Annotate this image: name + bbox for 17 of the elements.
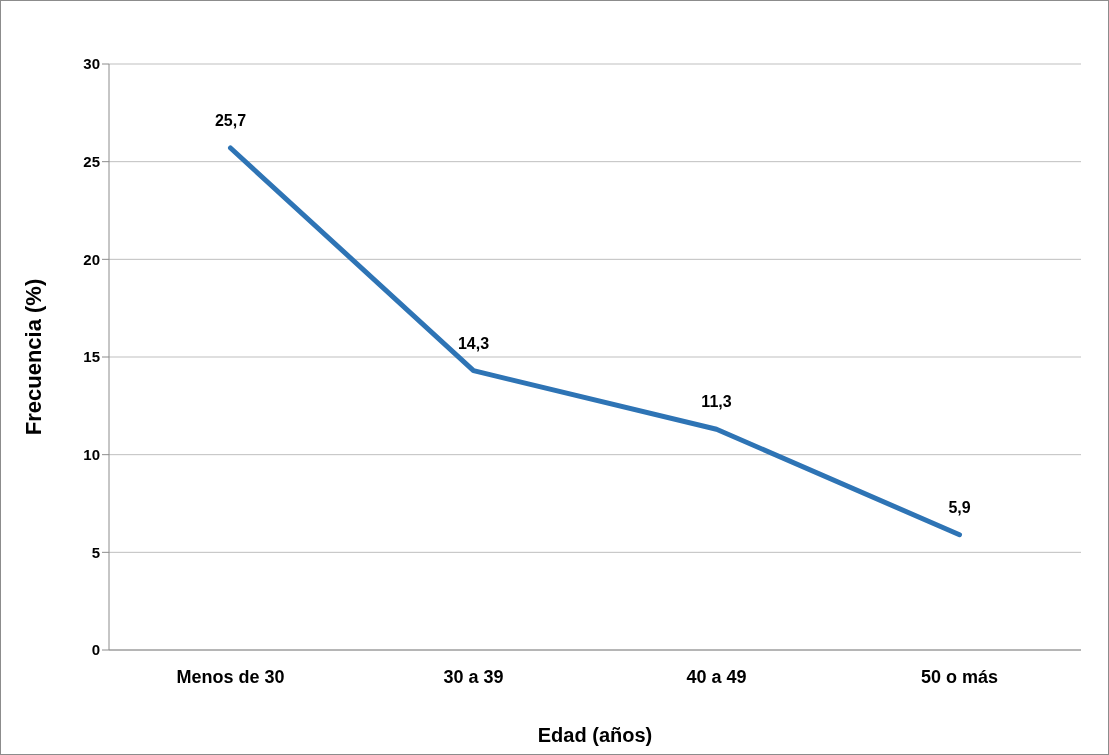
- y-tick-label: 5: [91, 543, 100, 561]
- data-label: 11,3: [701, 393, 732, 411]
- y-tick-label: 25: [83, 152, 100, 170]
- data-label: 25,7: [214, 111, 247, 129]
- x-tick-label: 50 o más: [920, 666, 999, 687]
- x-tick-label: 30 a 39: [443, 666, 504, 687]
- x-axis-title: Edad (años): [537, 724, 653, 746]
- data-label: 14,3: [457, 334, 490, 352]
- y-tick-label: 10: [83, 445, 100, 463]
- y-tick-label: 15: [83, 348, 100, 366]
- y-tick-label: 0: [91, 641, 100, 659]
- y-tick-label: 30: [83, 55, 100, 73]
- x-tick-label: 40 a 49: [686, 666, 747, 687]
- y-tick-label: 20: [83, 250, 100, 268]
- y-axis-title: Frecuencia (%): [20, 278, 46, 436]
- data-label: 5,9: [948, 498, 971, 516]
- x-tick-label: Menos de 30: [176, 666, 285, 687]
